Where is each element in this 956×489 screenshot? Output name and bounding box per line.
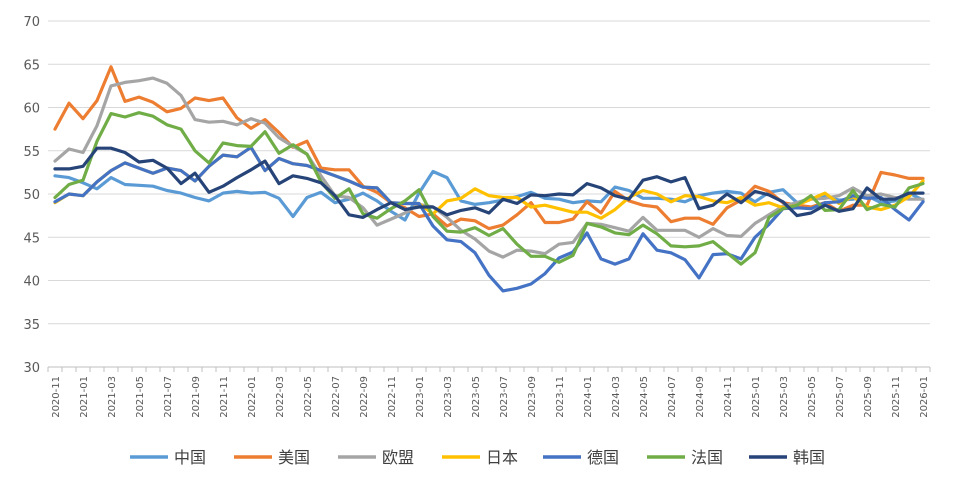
x-tick-label: 2024-07: [667, 376, 678, 418]
x-tick-label: 2025-05: [807, 376, 818, 418]
x-tick-label: 2022-07: [331, 376, 342, 418]
x-tick-label: 2024-05: [639, 376, 650, 418]
x-tick-label: 2021-11: [219, 376, 230, 418]
y-axis-ticks: 30 35 40 45 50 55 60 65 70: [23, 15, 40, 376]
x-tick-label: 2025-01: [751, 376, 762, 418]
legend-label: 日本: [486, 448, 518, 467]
x-tick-label: 2025-11: [891, 376, 902, 418]
y-tick-label: 45: [23, 231, 40, 246]
x-tick-label: 2020-11: [51, 376, 62, 418]
x-tick-label: 2024-01: [583, 376, 594, 418]
x-tick-label: 2022-01: [247, 376, 258, 418]
series-line-5: [53, 145, 925, 293]
series-lines: [53, 65, 925, 293]
x-tick-label: 2022-11: [387, 376, 398, 418]
x-tick-label: 2026-01: [919, 376, 930, 418]
x-tick-label: 2023-01: [415, 376, 426, 418]
x-tick-label: 2021-07: [163, 376, 174, 418]
y-tick-label: 55: [23, 145, 40, 160]
x-tick-label: 2023-07: [499, 376, 510, 418]
legend-label: 韩国: [793, 448, 825, 467]
x-tick-label: 2022-05: [303, 376, 314, 418]
series-line-7: [53, 146, 925, 219]
x-tick-label: 2022-09: [359, 376, 370, 418]
y-tick-label: 35: [23, 318, 40, 333]
gridlines: [48, 20, 930, 325]
x-tick-label: 2023-05: [471, 376, 482, 418]
y-tick-label: 40: [23, 275, 40, 290]
x-tick-label: 2023-11: [555, 376, 566, 418]
y-tick-label: 70: [23, 15, 40, 30]
x-tick-label: 2024-09: [695, 376, 706, 418]
legend-label: 中国: [174, 448, 206, 467]
legend-label: 美国: [278, 448, 310, 467]
y-tick-label: 30: [23, 361, 40, 376]
x-axis-ticks: 2020-11 2021-01 2021-03 2021-05 2021-07 2021-…: [51, 376, 930, 418]
y-tick-label: 60: [23, 102, 40, 117]
x-axis-tick-marks: [47, 367, 931, 372]
series-line-1: [53, 169, 925, 222]
y-tick-label: 65: [23, 58, 40, 73]
x-tick-label: 2021-03: [107, 376, 118, 418]
x-tick-label: 2021-09: [191, 376, 202, 418]
x-tick-label: 2025-09: [863, 376, 874, 418]
x-tick-label: 2021-01: [79, 376, 90, 418]
series-line-6: [53, 111, 925, 266]
legend: 中国 美国 欧盟 日本 德国 法国 韩国: [130, 448, 825, 467]
legend-label: 德国: [587, 448, 619, 467]
y-tick-label: 50: [23, 188, 40, 203]
x-tick-label: 2022-03: [275, 376, 286, 418]
x-tick-label: 2024-11: [723, 376, 734, 418]
legend-label: 欧盟: [382, 448, 414, 467]
x-tick-label: 2023-09: [527, 376, 538, 418]
x-tick-label: 2025-07: [835, 376, 846, 418]
x-tick-label: 2025-03: [779, 376, 790, 418]
x-tick-label: 2023-03: [443, 376, 454, 418]
x-tick-label: 2024-03: [611, 376, 622, 418]
series-line-3: [53, 76, 925, 259]
legend-label: 法国: [691, 448, 723, 467]
x-tick-label: 2021-05: [135, 376, 146, 418]
